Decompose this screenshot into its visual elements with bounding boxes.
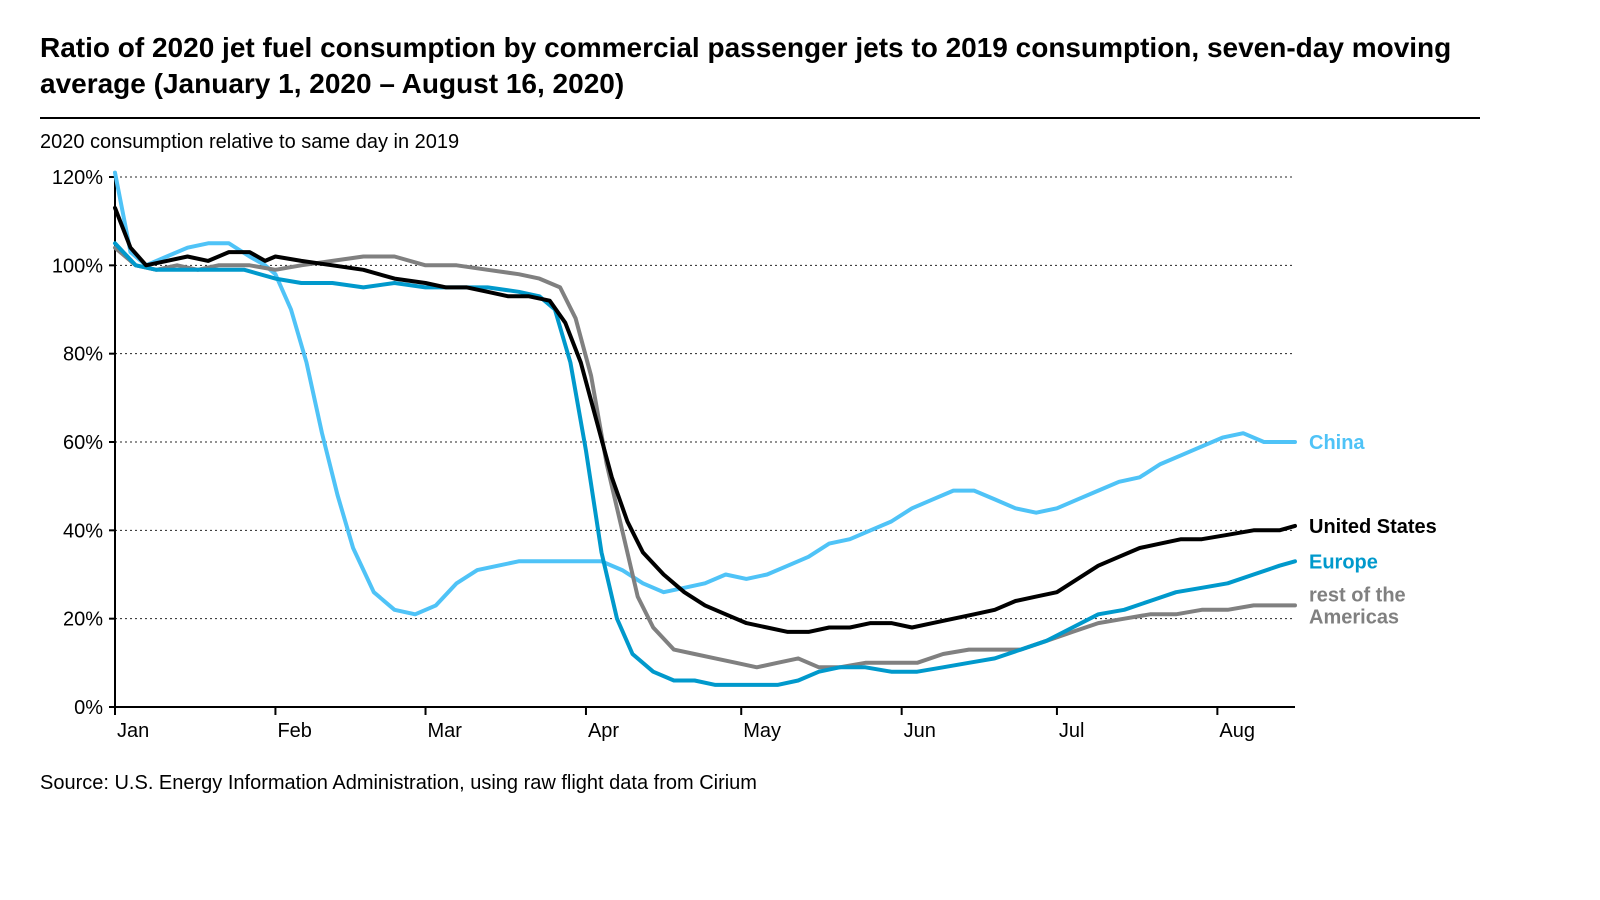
chart-subtitle: 2020 consumption relative to same day in… bbox=[40, 131, 1480, 154]
legend-label-China: China bbox=[1309, 432, 1365, 454]
chart-source: Source: U.S. Energy Information Administ… bbox=[40, 772, 1480, 795]
title-rule bbox=[40, 117, 1480, 119]
svg-text:Mar: Mar bbox=[428, 720, 463, 742]
line-chart: 0% 20% 40% 60% 80% 100% 120% Jan Feb Mar Apr May Jun… bbox=[40, 162, 1480, 762]
svg-text:80%: 80% bbox=[63, 343, 103, 365]
svg-text:Jun: Jun bbox=[904, 720, 936, 742]
plot-area: 0% 20% 40% 60% 80% 100% 120% Jan Feb Mar Apr May Jun… bbox=[40, 162, 1480, 762]
legend-label-Europe: Europe bbox=[1309, 551, 1378, 573]
legend-label-rest_of_americas: rest of the bbox=[1309, 584, 1406, 606]
series-United States bbox=[115, 208, 1295, 632]
svg-text:60%: 60% bbox=[63, 432, 103, 454]
svg-text:Aug: Aug bbox=[1219, 720, 1255, 742]
svg-text:May: May bbox=[743, 720, 781, 742]
svg-text:100%: 100% bbox=[52, 255, 103, 277]
legend-label-United States: United States bbox=[1309, 516, 1437, 538]
series-China bbox=[115, 172, 1295, 614]
svg-text:20%: 20% bbox=[63, 608, 103, 630]
legend-label-rest_of_americas: Americas bbox=[1309, 606, 1399, 628]
svg-text:120%: 120% bbox=[52, 167, 103, 189]
svg-text:Jul: Jul bbox=[1059, 720, 1085, 742]
svg-text:Jan: Jan bbox=[117, 720, 149, 742]
svg-text:Feb: Feb bbox=[277, 720, 311, 742]
chart-container: Ratio of 2020 jet fuel consumption by co… bbox=[40, 30, 1480, 795]
svg-text:Apr: Apr bbox=[588, 720, 619, 742]
svg-text:40%: 40% bbox=[63, 520, 103, 542]
chart-title: Ratio of 2020 jet fuel consumption by co… bbox=[40, 30, 1480, 103]
svg-text:0%: 0% bbox=[74, 697, 103, 719]
